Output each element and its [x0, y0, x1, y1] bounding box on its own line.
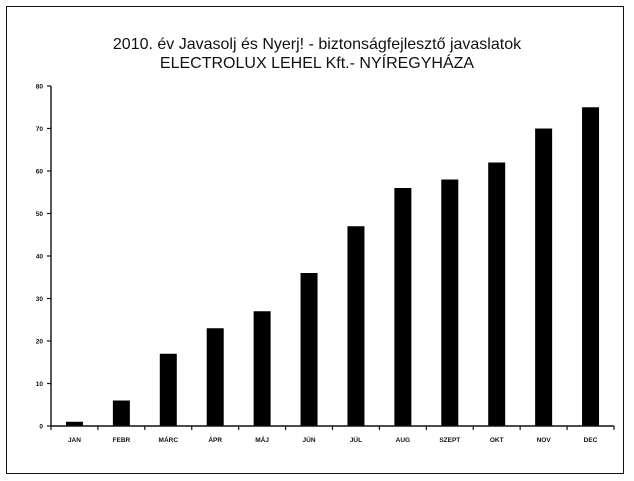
bar-nov	[535, 128, 553, 426]
bar-szept	[441, 179, 459, 426]
y-tick-label: 30	[36, 296, 44, 303]
y-tick-label: 20	[36, 339, 44, 346]
x-tick-label: AUG	[396, 437, 410, 444]
chart-title: 2010. év Javasolj és Nyerj! - biztonságf…	[112, 36, 522, 53]
axes-group	[47, 85, 615, 430]
bar-jún	[300, 273, 318, 426]
x-tick-labels: JAN FEBR MÁRC ÁPR MÁJ JÚN JÚL AUG SZEPT OKT NOV DEC	[68, 435, 598, 444]
y-tick-label: 40	[36, 254, 44, 261]
x-tick-label: MÁJ	[255, 435, 269, 444]
y-tick-label: 60	[36, 169, 44, 176]
bar-máj	[253, 311, 271, 426]
x-tick-label: SZEPT	[439, 437, 460, 444]
bar-jan	[65, 421, 83, 426]
bar-febr	[112, 400, 130, 426]
x-tick-label: MÁRC	[159, 435, 179, 444]
chart-frame	[6, 6, 624, 474]
y-tick-label: 10	[36, 381, 44, 388]
bar-júl	[347, 226, 365, 426]
bar-okt	[488, 162, 506, 426]
y-tick-labels: 0 10 20 30 40 50 60 70 80	[36, 84, 44, 431]
x-tick-label: JÚN	[303, 435, 316, 444]
bar-aug	[394, 188, 412, 426]
x-tick-label: ÁPR	[208, 435, 222, 444]
x-tick-label: JAN	[68, 437, 81, 444]
y-tick-label: 50	[36, 211, 44, 218]
x-tick-label: FEBR	[113, 437, 131, 444]
y-tick-label: 70	[36, 126, 44, 133]
x-tick-label: DEC	[584, 437, 598, 444]
bars-group	[65, 107, 600, 426]
x-tick-label: OKT	[490, 437, 504, 444]
bar-ápr	[206, 328, 224, 426]
chart-subtitle: ELECTROLUX LEHEL Kft.- NYÍREGYHÁZA	[159, 55, 475, 72]
y-tick-label: 80	[36, 84, 44, 91]
x-tick-label: JÚL	[350, 435, 362, 444]
x-tick-label: NOV	[537, 437, 552, 444]
bar-márc	[159, 353, 177, 426]
bar-dec	[582, 107, 600, 426]
y-tick-label: 0	[39, 424, 43, 431]
